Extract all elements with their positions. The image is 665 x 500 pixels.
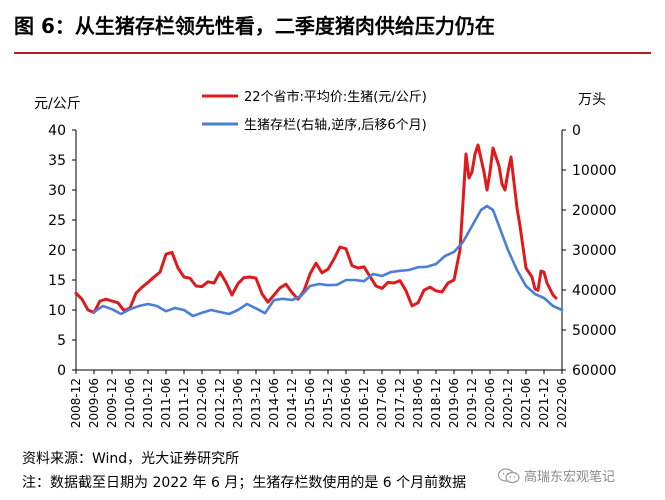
x-axis-tick-label: 2019-12 — [465, 378, 479, 428]
x-axis-tick-label: 2016-06 — [339, 378, 353, 428]
watermark-text: 高瑞东宏观笔记 — [524, 470, 616, 485]
right-axis-tick-label: 10000 — [572, 163, 617, 179]
right-axis-tick-label: 0 — [572, 123, 581, 139]
right-axis-tick-label: 50000 — [572, 323, 617, 339]
left-axis-tick-label: 5 — [57, 333, 66, 349]
right-axis-tick-label: 20000 — [572, 203, 617, 219]
right-axis-tick-label: 60000 — [572, 363, 617, 379]
page-title: 图 6：从生猪存栏领先性看，二季度猪肉供给压力仍在 — [14, 14, 495, 38]
x-axis-tick-label: 2012-12 — [213, 378, 227, 428]
x-axis-tick-label: 2017-06 — [375, 378, 389, 428]
legend-label-price: 22个省市:平均价:生猪(元/公斤) — [244, 89, 427, 105]
x-axis-tick-label: 2010-12 — [141, 378, 155, 428]
x-axis-tick-label: 2021-06 — [519, 378, 533, 428]
x-axis-tick-label: 2015-06 — [303, 378, 317, 428]
right-axis-tick-label: 40000 — [572, 283, 617, 299]
right-axis-tick-label: 30000 — [572, 243, 617, 259]
title-divider — [14, 52, 651, 54]
chart-axes: 0 5 10 15 20 25 30 35 40 0 10000 20000 30000 40000 500… — [48, 123, 616, 428]
legend-label-inventory: 生猪存栏(右轴,逆序,后移6个月) — [244, 117, 427, 133]
left-axis-tick-label: 25 — [48, 213, 66, 229]
left-axis-tick-label: 40 — [48, 123, 66, 139]
x-axis-tick-label: 2020-12 — [501, 378, 515, 428]
left-axis-tick-label: 15 — [48, 273, 66, 289]
x-axis-tick-label: 2017-12 — [393, 378, 407, 428]
left-axis-tick-label: 10 — [48, 303, 66, 319]
x-axis-tick-label: 2021-12 — [537, 378, 551, 428]
source-note: 资料来源：Wind，光大证券研究所 — [22, 451, 240, 467]
right-axis-unit-label: 万头 — [578, 92, 606, 108]
x-axis-tick-label: 2010-06 — [123, 378, 137, 428]
x-axis-tick-label: 2020-06 — [483, 378, 497, 428]
x-axis-tick-label: 2022-06 — [555, 378, 569, 428]
x-axis-tick-label: 2008-12 — [69, 378, 83, 428]
x-axis-tick-label: 2016-12 — [357, 378, 371, 428]
x-axis-tick-label: 2018-06 — [411, 378, 425, 428]
chart-series — [74, 143, 564, 318]
x-axis-tick-label: 2014-12 — [285, 378, 299, 428]
chart-legend: 22个省市:平均价:生猪(元/公斤) 生猪存栏(右轴,逆序,后移6个月) — [202, 89, 427, 133]
left-axis-unit-label: 元/公斤 — [34, 96, 81, 112]
x-axis-tick-label: 2014-06 — [267, 378, 281, 428]
left-axis-tick-label: 30 — [48, 183, 66, 199]
x-axis-tick-label: 2013-12 — [249, 378, 263, 428]
x-axis-tick-label: 2011-12 — [177, 378, 191, 428]
wechat-icon — [498, 467, 520, 483]
x-axis-tick-label: 2013-06 — [231, 378, 245, 428]
wechat-watermark: 高瑞东宏观笔记 — [498, 466, 615, 485]
x-axis-tick-label: 2009-06 — [87, 378, 101, 428]
left-axis-tick-label: 0 — [57, 363, 66, 379]
x-axis-tick-label: 2019-06 — [447, 378, 461, 428]
x-axis-tick-label: 2015-12 — [321, 378, 335, 428]
left-axis-tick-label: 20 — [48, 243, 66, 259]
inventory-series-line — [92, 204, 564, 318]
x-axis-tick-label: 2012-06 — [195, 378, 209, 428]
pig-price-inventory-chart: 元/公斤 万头 22个省市:平均价:生猪(元/公斤) 生猪存栏(右轴,逆序,后移… — [34, 89, 617, 428]
x-axis-tick-label: 2009-12 — [105, 378, 119, 428]
price-series-line — [74, 143, 558, 314]
data-footnote: 注：数据截至日期为 2022 年 6 月；生猪存栏数使用的是 6 个月前数据 — [22, 475, 467, 491]
x-axis-tick-label: 2011-06 — [159, 378, 173, 428]
x-axis-tick-label: 2018-12 — [429, 378, 443, 428]
left-axis-tick-label: 35 — [48, 153, 66, 169]
